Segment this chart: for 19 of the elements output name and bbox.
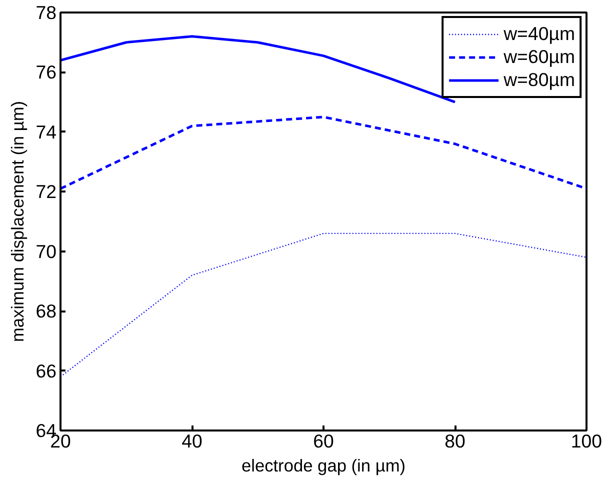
y-tick-label: 66 (36, 360, 57, 382)
y-axis-title: maximum displacement (in µm) (8, 100, 28, 342)
y-tick-label: 76 (36, 62, 57, 83)
x-tick-label: 40 (182, 430, 202, 452)
legend-label: w=40µm (504, 23, 575, 45)
x-axis-title: electrode gap (in µm) (241, 456, 406, 476)
legend-label: w=80µm (504, 69, 575, 91)
y-tick-label: 78 (36, 2, 57, 23)
x-tick-label: 100 (570, 430, 602, 452)
x-tick-label: 80 (444, 430, 466, 452)
y-tick-label: 74 (36, 121, 57, 142)
line-series (60, 232, 586, 378)
x-tick-label: 60 (313, 430, 334, 452)
y-tick-label: 72 (36, 181, 57, 202)
line-series (60, 116, 586, 190)
y-tick-label: 68 (36, 300, 57, 322)
y-tick-label: 70 (36, 240, 57, 262)
legend-label: w=60µm (504, 46, 575, 68)
line-series (60, 35, 456, 104)
